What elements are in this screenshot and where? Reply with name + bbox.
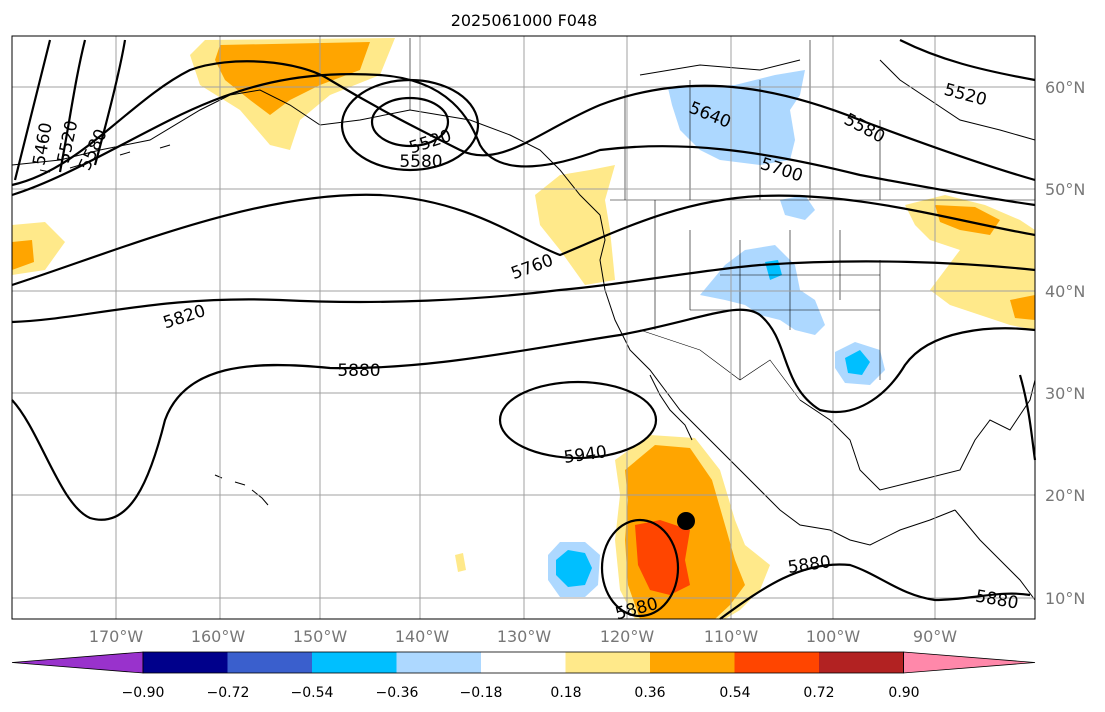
longitude-labels: 170°W 160°W 150°W 140°W 130°W 120°W 110°… xyxy=(89,627,957,646)
coastline xyxy=(649,374,693,441)
colorbar-tick-label: 0.72 xyxy=(803,685,834,701)
coastline xyxy=(799,379,1036,491)
colorbar-segment xyxy=(312,652,397,673)
lon-label: 100°W xyxy=(806,627,861,646)
colorbar-tick-label: −0.36 xyxy=(376,685,419,701)
contour-line xyxy=(11,308,1036,521)
colorbar-tick-label: 0.36 xyxy=(634,685,665,701)
contour-low xyxy=(370,96,450,148)
contour-layer xyxy=(11,39,1037,620)
contour-high xyxy=(498,380,658,460)
colorbar-tick-label: 0.54 xyxy=(719,685,750,701)
colorbar-segment xyxy=(819,652,904,673)
shade-positive-mid xyxy=(12,240,34,270)
colorbar-segment xyxy=(227,652,313,673)
lon-label: 90°W xyxy=(913,627,957,646)
colorbar-tick-label: −0.54 xyxy=(291,685,334,701)
lat-label: 40°N xyxy=(1045,282,1085,301)
contour-line xyxy=(11,260,1036,324)
lat-label: 20°N xyxy=(1045,486,1085,505)
border xyxy=(639,329,801,401)
contour-line xyxy=(13,39,52,181)
contour-line xyxy=(93,39,127,166)
shade-positive-light xyxy=(535,165,615,285)
lon-label: 170°W xyxy=(89,627,144,646)
lon-label: 110°W xyxy=(704,627,759,646)
contour-high xyxy=(600,518,680,618)
shade-negative-mid xyxy=(556,550,592,587)
colorbar-tick-label: 0.90 xyxy=(888,685,919,701)
shade-positive-mid xyxy=(935,205,1000,235)
contour-line xyxy=(719,563,1031,620)
coastline xyxy=(879,59,1036,141)
lon-label: 130°W xyxy=(497,627,552,646)
colorbar-frame xyxy=(142,651,904,674)
shading-layer xyxy=(12,38,1035,619)
coastline xyxy=(214,474,269,506)
storm-center-marker xyxy=(677,512,695,530)
colorbar-segment xyxy=(734,652,820,673)
lat-label: 60°N xyxy=(1045,78,1085,97)
contour-line xyxy=(58,39,87,173)
map-frame xyxy=(11,35,1036,620)
colorbar-tick-label: −0.72 xyxy=(207,685,250,701)
lon-label: 120°W xyxy=(600,627,655,646)
coastline xyxy=(639,59,801,76)
colorbar-segment xyxy=(396,652,482,673)
colorbar-segment xyxy=(650,652,735,673)
lon-label: 140°W xyxy=(395,627,450,646)
colorbar-extend-low xyxy=(11,651,144,674)
colorbar-tick-label: −0.18 xyxy=(460,685,503,701)
colorbar-tick-label: −0.90 xyxy=(122,685,165,701)
lat-label: 30°N xyxy=(1045,384,1085,403)
coastline xyxy=(599,214,956,546)
colorbar-tick-labels: −0.90 −0.72 −0.54 −0.36 −0.18 0.18 0.36 … xyxy=(122,685,920,701)
colorbar-extend-high xyxy=(903,651,1036,674)
map-panel: 5460 5520 5580 5520 5580 5640 5700 5520 … xyxy=(11,35,1037,624)
contour-line xyxy=(1018,374,1037,461)
border xyxy=(409,38,881,200)
shade-positive-mid xyxy=(1010,295,1035,320)
colorbar-segment xyxy=(143,652,228,673)
latitude-labels: 60°N 50°N 40°N 30°N 20°N 10°N xyxy=(1045,78,1085,608)
contour-label: 5880 xyxy=(337,361,380,381)
lon-label: 160°W xyxy=(191,627,246,646)
contour-line xyxy=(11,193,1036,287)
colorbar-segment xyxy=(481,652,566,673)
contour-low xyxy=(340,78,480,172)
lat-label: 50°N xyxy=(1045,180,1085,199)
shade-positive-strong xyxy=(635,520,690,595)
colorbar-tick-label: 0.18 xyxy=(550,685,581,701)
contour-label: 5580 xyxy=(399,152,442,172)
coastline xyxy=(954,509,1036,601)
colorbar-segment xyxy=(565,652,651,673)
colorbar xyxy=(11,651,1036,674)
shade-negative-mid xyxy=(845,350,870,375)
contour-line xyxy=(899,39,1036,82)
shade-positive-light xyxy=(455,553,466,572)
contour-line xyxy=(11,72,1036,207)
shade-negative-light xyxy=(780,195,815,220)
lon-label: 150°W xyxy=(293,627,348,646)
map-title: 2025061000 F048 xyxy=(451,11,598,30)
coastline xyxy=(39,144,171,173)
lat-label: 10°N xyxy=(1045,589,1085,608)
